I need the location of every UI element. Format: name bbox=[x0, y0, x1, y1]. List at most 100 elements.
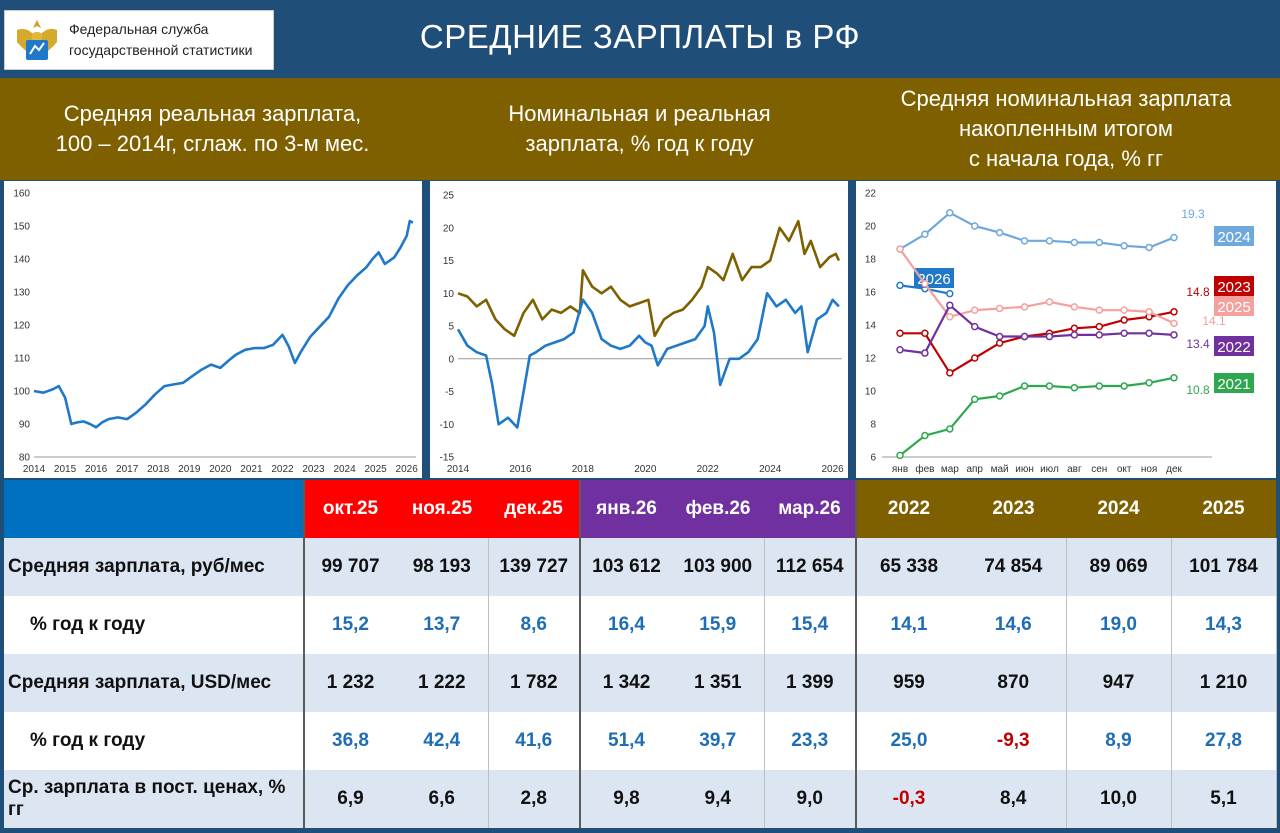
table-cell: 25,0 bbox=[855, 712, 961, 770]
x-tick-label: фев bbox=[915, 463, 934, 475]
table-cell: 13,7 bbox=[396, 596, 489, 654]
row-label: Средняя зарплата, USD/мес bbox=[4, 654, 304, 712]
table-cell: 89 069 bbox=[1066, 538, 1172, 596]
legend-label-2024: 2024 bbox=[1217, 229, 1250, 246]
series-marker-2024 bbox=[946, 209, 954, 217]
legend-label-2021: 2021 bbox=[1217, 376, 1250, 393]
series-marker-2025 bbox=[946, 313, 954, 321]
x-tick-label: 2016 bbox=[509, 464, 532, 475]
y-tick-label: 22 bbox=[865, 189, 877, 200]
series-marker-2022 bbox=[921, 349, 929, 357]
table-cell: 14,6 bbox=[961, 596, 1067, 654]
x-tick-label: 2026 bbox=[822, 464, 845, 475]
y-tick-label: 0 bbox=[448, 354, 454, 365]
legend-label-2025: 2025 bbox=[1217, 299, 1250, 316]
series-marker-2022 bbox=[1145, 329, 1153, 337]
x-tick-label: 2021 bbox=[240, 464, 263, 475]
y-tick-label: 140 bbox=[13, 255, 30, 266]
table-cell: -0,3 bbox=[855, 770, 961, 828]
series-marker-2025 bbox=[921, 280, 929, 288]
series-marker-2022 bbox=[946, 301, 954, 309]
y-tick-label: 18 bbox=[865, 255, 877, 266]
series-marker-2025 bbox=[1020, 303, 1029, 311]
series-marker-2023 bbox=[1070, 324, 1079, 333]
series-marker-2021 bbox=[1070, 383, 1079, 392]
panel-titles-band: Средняя реальная зарплата, 100 – 2014г, с… bbox=[0, 78, 1280, 180]
series-marker-2024 bbox=[921, 230, 929, 238]
table-row: Ср. зарплата в пост. ценах, % гг 6,9 6,6 2,… bbox=[4, 770, 1277, 828]
x-tick-label: ноя bbox=[1141, 464, 1158, 475]
legend-label-2023: 2023 bbox=[1217, 279, 1250, 296]
chart-cumulative: 6 8 10 12 14 16 18 20 22 янв фев мар апр май июн июл авг… bbox=[856, 181, 1276, 478]
table-cell: 1 232 bbox=[303, 654, 396, 712]
series-marker-2022 bbox=[1120, 329, 1128, 337]
panel3-title: Средняя номинальная зарплата накопленным … bbox=[900, 86, 1232, 171]
table-cell: 19,0 bbox=[1066, 596, 1172, 654]
table-cell: 14,1 bbox=[855, 596, 961, 654]
table-cell: 16,4 bbox=[579, 596, 672, 654]
series-marker-2025 bbox=[1045, 298, 1054, 306]
legend-box-2024 bbox=[1214, 226, 1254, 246]
table-cell: 1 210 bbox=[1171, 654, 1277, 712]
x-tick-label: 2025 bbox=[365, 464, 388, 475]
series-line-1 bbox=[456, 292, 840, 429]
y-tick-label: 100 bbox=[13, 387, 30, 398]
chart-real-wage-svg: 80 90 100 110 120 130 140 150 160 2014 2015 2016 201… bbox=[13, 189, 418, 476]
table-cell: 98 193 bbox=[396, 538, 489, 596]
salary-table: окт.25 ноя.25 дек.25 янв.26 фев.26 мар.26 2022… bbox=[4, 480, 1277, 830]
series-marker-2021 bbox=[1020, 382, 1029, 390]
y-tick-label: 6 bbox=[870, 453, 876, 464]
table-row: % год к году 36,8 42,4 41,6 51,4 39,7 23,3 25,0… bbox=[4, 712, 1277, 770]
series-marker-2025 bbox=[995, 304, 1004, 313]
panel2-title: Номинальная и реальная зарплата, % год к … bbox=[508, 101, 771, 156]
table-cell: 5,1 bbox=[1171, 770, 1277, 828]
table-cell: 1 342 bbox=[579, 654, 672, 712]
table-header-row: окт.25 ноя.25 дек.25 янв.26 фев.26 мар.26 2022… bbox=[4, 480, 1276, 538]
series-marker-2024 bbox=[1070, 238, 1079, 247]
y-tick-label: 20 bbox=[443, 223, 455, 234]
series-marker-2024 bbox=[1145, 243, 1153, 252]
x-tick-label: 2020 bbox=[209, 464, 232, 475]
series-marker-2023 bbox=[1120, 316, 1128, 324]
x-tick-label: июн bbox=[1015, 464, 1034, 475]
y-tick-label: 15 bbox=[443, 256, 455, 267]
end-value-label-2024: 19.3 bbox=[1181, 207, 1205, 221]
table-cell: 8,9 bbox=[1066, 712, 1172, 770]
x-tick-label: 2018 bbox=[147, 464, 170, 475]
table-cell: 947 bbox=[1066, 654, 1172, 712]
table-cell: 6,6 bbox=[396, 770, 489, 828]
series-marker-2023 bbox=[1095, 322, 1104, 331]
column-header-фев.26: фев.26 bbox=[672, 480, 764, 538]
x-tick-label: 2023 bbox=[302, 464, 325, 475]
y-tick-label: 150 bbox=[13, 222, 30, 233]
y-tick-label: 14 bbox=[865, 321, 877, 332]
y-tick-label: 12 bbox=[865, 354, 877, 365]
series-marker-2023 bbox=[1170, 308, 1178, 316]
y-tick-label: 130 bbox=[13, 288, 30, 299]
series-line-0 bbox=[33, 219, 414, 429]
series-marker-2023 bbox=[946, 369, 954, 377]
legend-box-2025 bbox=[1214, 296, 1254, 316]
y-tick-label: -15 bbox=[440, 453, 455, 464]
series-marker-2026 bbox=[896, 281, 904, 290]
table-cell: 41,6 bbox=[488, 712, 581, 770]
page-title: СРЕДНИЕ ЗАРПЛАТЫ в РФ bbox=[419, 18, 861, 55]
y-tick-label: 110 bbox=[14, 354, 30, 365]
end-value-label-2022: 13.4 bbox=[1186, 337, 1210, 351]
y-tick-label: 25 bbox=[443, 191, 455, 202]
y-tick-label: 90 bbox=[19, 420, 31, 431]
legend-box-2021 bbox=[1214, 373, 1254, 393]
table-cell: 42,4 bbox=[396, 712, 489, 770]
series-marker-2024 bbox=[1045, 237, 1054, 245]
series-marker-2025 bbox=[1120, 306, 1128, 314]
y-tick-label: 10 bbox=[865, 387, 877, 398]
table-cell: 36,8 bbox=[303, 712, 396, 770]
series-marker-2023 bbox=[995, 339, 1004, 347]
table-cell: 8,6 bbox=[488, 596, 581, 654]
chart-real-wage: 80 90 100 110 120 130 140 150 160 2014 2015 2016 201… bbox=[4, 181, 422, 478]
table-cell: 15,9 bbox=[672, 596, 765, 654]
row-label: Средняя зарплата, руб/мес bbox=[4, 538, 304, 596]
table-cell: 15,4 bbox=[764, 596, 857, 654]
table-cell: 959 bbox=[855, 654, 961, 712]
x-tick-label: 2018 bbox=[572, 464, 595, 475]
